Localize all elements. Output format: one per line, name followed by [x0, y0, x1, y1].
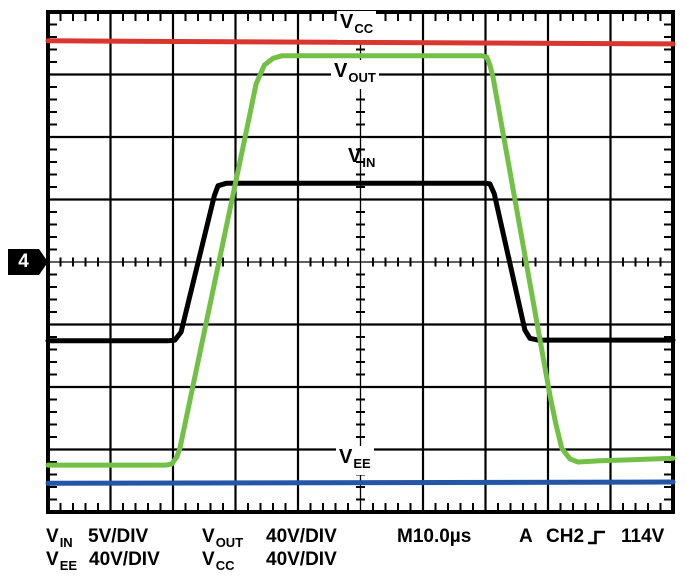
- vin-label-sub: IN: [362, 155, 376, 170]
- trigger-mode: A: [519, 526, 533, 547]
- vee-readout-label: VEE: [46, 549, 77, 573]
- channel-4-marker: 4: [8, 249, 39, 275]
- vout-label-sub: OUT: [348, 70, 376, 85]
- vee-label-sub: EE: [353, 456, 371, 471]
- vout-readout-sub: OUT: [215, 535, 244, 550]
- trigger-level-value: 114V: [621, 526, 665, 547]
- vee-scale-value: 40V/DIV: [89, 549, 160, 570]
- vee-readout-sub: EE: [59, 558, 78, 573]
- vin-readout-main: V: [46, 526, 59, 547]
- vee-readout-main: V: [46, 549, 59, 570]
- vout-readout-label: VOUT: [202, 526, 243, 550]
- vee-label-main: V: [339, 446, 353, 468]
- vin-scale-value: 5V/DIV: [88, 526, 149, 547]
- vout-readout-main: V: [202, 526, 215, 547]
- vcc-readout-main: V: [202, 549, 215, 570]
- vin-readout-label: VIN: [46, 526, 73, 550]
- rising-edge-trigger-icon: [587, 529, 609, 552]
- vcc-label-main: V: [340, 11, 354, 33]
- vin-trace-label: VIN: [345, 145, 378, 174]
- timebase-readout: M10.0µs: [397, 526, 472, 547]
- vout-trace-label: VOUT: [331, 60, 379, 89]
- vin-readout-sub: IN: [59, 535, 73, 550]
- scope-readout-row-2: VEE 40V/DIV VCC 40V/DIV: [0, 549, 686, 573]
- vout-scale-value: 40V/DIV: [266, 526, 337, 547]
- channel-4-marker-arrow: [39, 249, 48, 275]
- trigger-source: CH2: [546, 526, 585, 547]
- vcc-readout-label: VCC: [202, 549, 234, 573]
- scope-readout-row-1: VIN 5V/DIV VOUT 40V/DIV M10.0µs A CH2 11…: [0, 526, 686, 552]
- vin-label-main: V: [348, 145, 362, 167]
- vcc-scale-value: 40V/DIV: [266, 549, 337, 570]
- vcc-trace-label: VCC: [337, 11, 377, 40]
- vcc-readout-sub: CC: [215, 558, 235, 573]
- vout-label-main: V: [334, 60, 348, 82]
- vcc-label-sub: CC: [354, 21, 374, 36]
- vee-trace-label: VEE: [336, 446, 374, 475]
